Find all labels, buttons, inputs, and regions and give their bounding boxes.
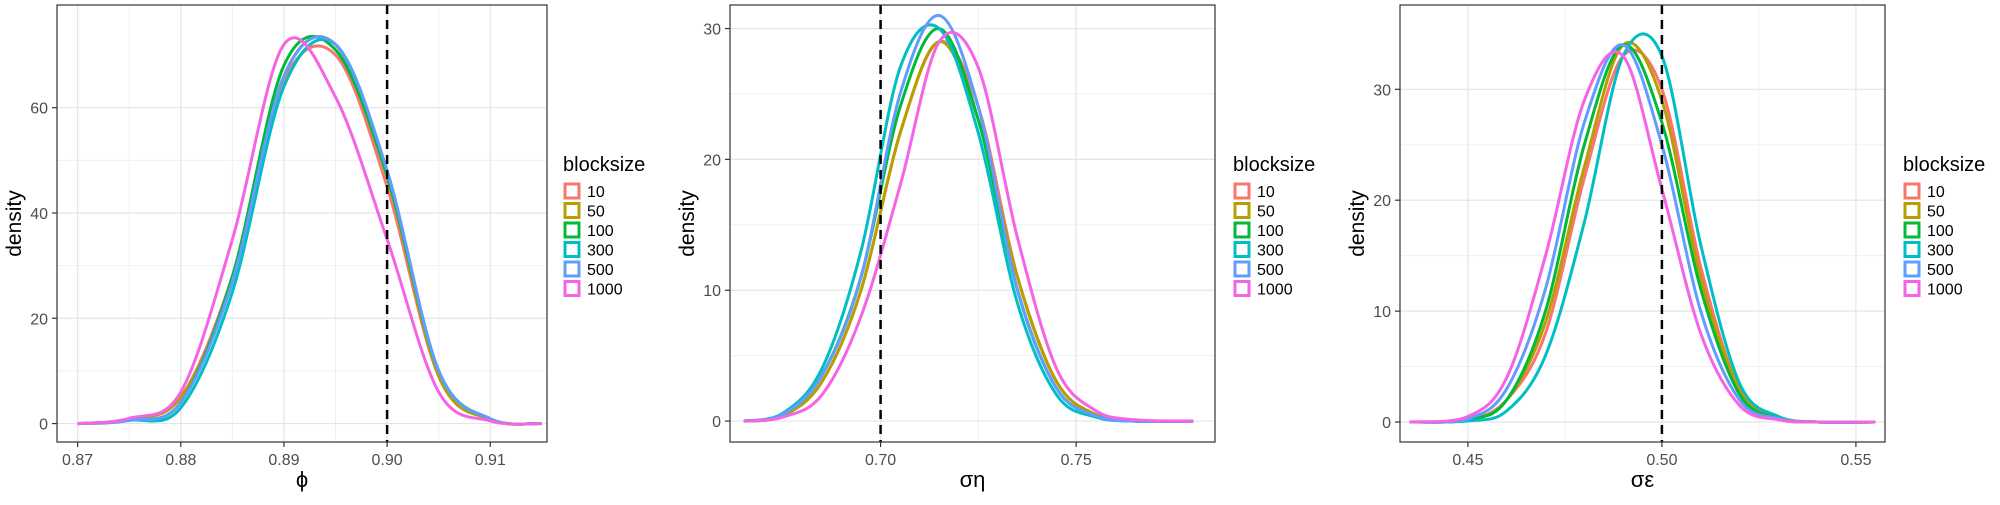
legend-label: 10 [587,184,605,201]
legend-label: 100 [587,223,614,240]
panel-border [56,4,548,443]
x-tick-label: 0.87 [62,452,93,469]
legend-key-50 [563,202,581,219]
chart-panel-2: 0.70 0.75 0 10 20 30 ση density blocksize 10 50 100… [676,4,1315,492]
density-line-300 [743,23,1194,423]
density-line-500 [743,14,1194,423]
legend-title: blocksize [1903,154,1985,176]
y-tick-label: 40 [30,206,48,223]
x-tick-label: 0.91 [475,452,506,469]
legend-label: 100 [1257,223,1284,240]
legend-label: 500 [587,262,614,279]
density-line-1000 [77,36,542,426]
x-axis-title: ϕ [296,467,308,492]
panel-border [729,4,1216,443]
legend-key-1000 [1233,280,1251,297]
legend-key-500 [1233,260,1251,278]
legend-label: 500 [1927,262,1954,279]
y-axis-title: density [1346,190,1369,257]
legend-label: 1000 [587,282,623,299]
legend-title: blocksize [1233,154,1315,176]
legend-title: blocksize [563,154,645,176]
density-line-500 [77,35,542,426]
panel-border [1399,4,1886,443]
legend-label: 50 [1927,204,1945,221]
x-tick-label: 0.50 [1646,452,1677,469]
x-tick-label: 0.75 [1061,452,1092,469]
legend-label: 300 [587,243,614,260]
y-tick-label: 10 [703,283,721,300]
legend-label: 100 [1927,223,1954,240]
legend-label: 50 [587,204,605,221]
x-tick-label: 0.70 [865,452,896,469]
y-tick-label: 20 [703,152,721,169]
legend-key-1000 [1903,280,1921,297]
legend: blocksize 10 50 100 300 500 1000 [563,154,645,299]
legend-key-500 [1903,260,1921,278]
x-tick-label: 0.45 [1452,452,1483,469]
y-axis-title: density [676,190,699,257]
legend: blocksize 10 50 100 300 500 1000 [1903,154,1985,299]
x-axis-title: σε [1631,467,1655,492]
y-tick-label: 20 [1373,193,1391,210]
x-axis-title: ση [960,467,986,492]
density-line-500 [1409,43,1876,424]
density-line-50 [77,35,542,426]
legend-key-50 [1903,202,1921,219]
y-tick-label: 0 [1382,415,1391,432]
y-axis-title: density [3,190,26,257]
density-line-300 [1409,32,1876,424]
y-tick-label: 0 [712,414,721,431]
legend-key-300 [1233,241,1251,258]
legend-key-10 [1903,182,1921,200]
legend-key-100 [563,221,581,239]
x-tick-label: 0.89 [268,452,299,469]
density-line-10 [77,44,542,426]
legend-key-10 [1233,182,1251,200]
y-tick-label: 60 [30,101,48,118]
legend-key-300 [1903,241,1921,258]
density-line-100 [1409,43,1876,424]
y-tick-label: 30 [1373,82,1391,99]
y-tick-label: 10 [1373,304,1391,321]
legend: blocksize 10 50 100 300 500 1000 [1233,154,1315,299]
legend-label: 1000 [1927,282,1963,299]
density-line-100 [77,34,542,426]
legend-key-10 [563,182,581,200]
legend-label: 300 [1257,243,1284,260]
x-tick-label: 0.88 [165,452,196,469]
legend-key-500 [563,260,581,278]
legend-label: 1000 [1257,282,1293,299]
legend-label: 10 [1927,184,1945,201]
legend-key-100 [1903,221,1921,239]
y-tick-label: 0 [39,417,48,434]
legend-label: 300 [1927,243,1954,260]
chart-panel-1: 0.87 0.88 0.89 0.90 0.91 0 20 40 60 ϕ density block… [3,4,645,492]
density-line-1000 [1409,50,1876,424]
legend-label: 500 [1257,262,1284,279]
density-line-1000 [743,30,1194,423]
y-tick-label: 30 [703,22,721,39]
x-tick-label: 0.55 [1840,452,1871,469]
y-tick-label: 20 [30,311,48,328]
legend-label: 10 [1257,184,1275,201]
x-tick-label: 0.90 [372,452,403,469]
chart-panel-3: 0.45 0.50 0.55 0 10 20 30 σε density blocksize 10 5… [1346,4,1985,492]
legend-key-1000 [563,280,581,297]
legend-key-300 [563,241,581,258]
density-line-300 [77,38,542,426]
legend-key-100 [1233,221,1251,239]
legend-key-50 [1233,202,1251,219]
legend-label: 50 [1257,204,1275,221]
density-line-50 [1409,41,1876,424]
